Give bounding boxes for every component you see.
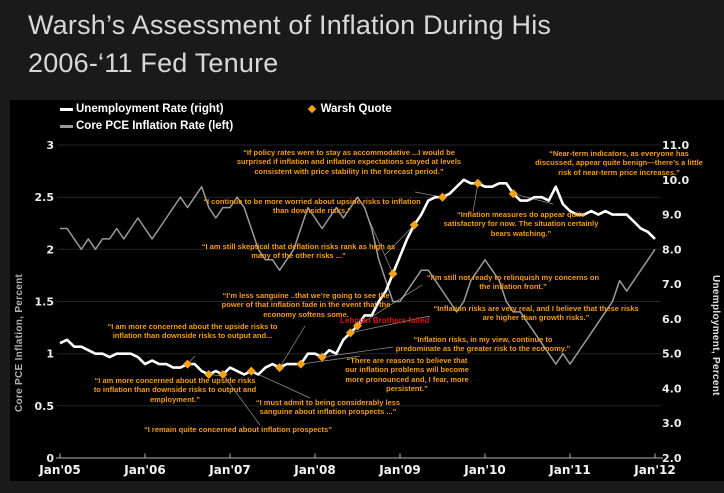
warsh-quote-reasons-to-believe: “There are reasons to believe that our i… [345, 356, 469, 394]
x-tick-label: Jan'12 [633, 463, 675, 477]
warsh-quote-risks-very-real: “Inflation risks are very real, and I be… [433, 304, 639, 323]
quote-leader-line [357, 284, 423, 327]
legend-unemployment: Unemployment Rate (right) [60, 103, 224, 115]
quote-leader-line [472, 183, 479, 213]
left-tick-label: 2.5 [35, 191, 55, 204]
warsh-quote-marker [388, 269, 398, 279]
right-tick-label: 3.0 [662, 417, 682, 430]
unemployment-line-swatch-icon [60, 107, 73, 111]
right-tick-label: 10.0 [662, 174, 689, 187]
quote-leader-line [384, 224, 415, 256]
quote-leader-line [251, 370, 311, 399]
page-title-line1: Warsh’s Assessment of Inflation During H… [28, 10, 552, 40]
right-tick-label: 11.0 [662, 139, 689, 152]
warsh-quote-marker [473, 178, 483, 188]
inflation-chart-panel: Jan'05 Jan'06 Jan'07 Jan'08 Jan'09 Jan'10 Jan'… [10, 100, 724, 481]
warsh-quote-must-admit-less-sanguine: “I must admit to being considerably less… [255, 398, 401, 417]
warsh-quote-marker [218, 369, 228, 380]
warsh-quote-measures-satisfactory: “Inflation measures do appear quite sati… [443, 210, 599, 238]
x-tick-label: Jan'07 [208, 463, 250, 477]
warsh-quote-near-term-benign: “Near-term indicators, as everyone has d… [535, 149, 703, 177]
quote-leader-line [300, 355, 361, 365]
warsh-quote-marker [204, 369, 214, 380]
right-tick-label: 5.0 [662, 348, 682, 361]
warsh-quote-marker [275, 363, 285, 373]
warsh-quote-marker [508, 189, 518, 199]
lehman-brothers-label: Lehman Brothers failed [340, 316, 430, 325]
left-tick-label: 0.5 [35, 400, 55, 413]
warsh-quote-risks-predominate: “Inflation risks, in my view, continue t… [395, 335, 571, 354]
left-tick-label: 1.5 [35, 296, 55, 309]
warsh-quote-less-sanguine-power: “I’m less sanguine ..that we’re going to… [221, 291, 391, 319]
warsh-quote-continue-more-worried: “I continue to be more worried about ups… [203, 197, 421, 216]
core-pce-line [60, 185, 656, 365]
warsh-quote-marker [246, 366, 256, 376]
x-tick-label: Jan'05 [38, 463, 80, 477]
warsh-quote-more-concerned-employment: “I am more concerned about the upside ri… [93, 376, 257, 404]
warsh-quote-marker [182, 359, 193, 369]
quote-leader-line [279, 325, 306, 368]
left-tick-label: 3 [46, 139, 54, 152]
warsh-quote-marker [437, 192, 448, 202]
quote-leader-line [414, 191, 443, 198]
legend-unemployment-label: Unemployment Rate (right) [76, 103, 224, 115]
quote-leader-line [322, 346, 394, 358]
right-tick-label: 9.0 [662, 209, 682, 222]
legend-warsh-quote-label: Warsh Quote [320, 103, 392, 115]
left-tick-label: 2 [46, 243, 54, 256]
quote-leader-line [369, 221, 394, 274]
left-tick-label: 0 [46, 452, 54, 465]
x-tick-label: Jan'08 [293, 463, 335, 477]
right-axis-title: Unemployment, Percent [710, 274, 721, 396]
chart-legend-row-1: Unemployment Rate (right) Warsh Quote [60, 103, 418, 115]
legend-core-pce-label: Core PCE Inflation Rate (left) [76, 120, 234, 132]
quote-leader-line [222, 374, 261, 426]
x-tick-label: Jan'11 [548, 463, 590, 477]
warsh-quote-if-policy-rates: “If policy rates were to stay as accommo… [236, 148, 462, 176]
quote-leader-line [513, 193, 554, 205]
right-tick-label: 6.0 [662, 313, 682, 326]
warsh-quote-diamond-icon [307, 104, 316, 114]
x-tick-label: Jan'10 [463, 463, 505, 477]
chart-canvas: Jan'05 Jan'06 Jan'07 Jan'08 Jan'09 Jan'10 Jan'… [35, 139, 690, 477]
core-pce-line-swatch-icon [60, 124, 73, 128]
x-tick-label: Jan'09 [378, 463, 420, 477]
right-tick-label: 4.0 [662, 382, 682, 395]
legend-core-pce: Core PCE Inflation Rate (left) [60, 120, 233, 132]
page-title: Warsh’s Assessment of Inflation During H… [28, 6, 551, 82]
warsh-quote-not-ready-relinquish: “I’m still not ready to relinquish my co… [426, 273, 600, 292]
left-tick-label: 1 [46, 348, 54, 361]
warsh-quote-more-concerned-output-and: “I am more concerned about the upside ri… [107, 322, 278, 341]
left-axis-title: Core PCE Inflation, Percent [14, 273, 25, 413]
x-tick-label: Jan'06 [123, 463, 165, 477]
warsh-quote-remain-quite-concerned: “I remain quite concerned about inflatio… [144, 425, 332, 434]
chart-legend-row-2: Core PCE Inflation Rate (left) [60, 120, 259, 132]
right-tick-label: 8.0 [662, 243, 682, 256]
legend-warsh-quote: Warsh Quote [307, 103, 392, 115]
quote-leader-line [350, 315, 431, 334]
right-tick-label: 7.0 [662, 278, 682, 291]
page-title-line2: 2006-‘11 Fed Tenure [28, 48, 279, 78]
warsh-quote-still-skeptical-deflation: “I am still skeptical that deflation ris… [201, 242, 396, 261]
right-tick-label: 2.0 [662, 452, 682, 465]
